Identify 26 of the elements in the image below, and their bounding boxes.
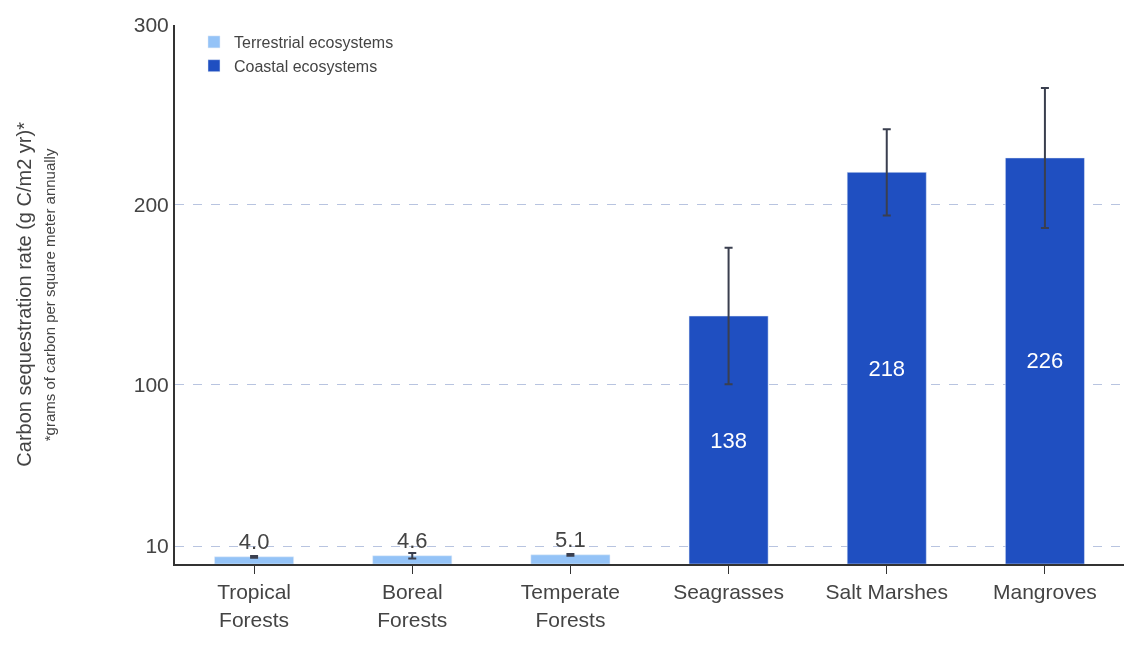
bar bbox=[372, 555, 453, 564]
bar bbox=[846, 172, 927, 564]
y-axis-title: Carbon sequestration rate (g C/m2 yr)* bbox=[12, 121, 35, 467]
x-tick-label: Mangroves bbox=[992, 580, 1097, 604]
y-tick-label: 100 bbox=[133, 372, 169, 396]
data-label: 4.0 bbox=[238, 528, 270, 554]
y-tick-label: 300 bbox=[133, 13, 169, 37]
legend-label: Coastal ecosystems bbox=[233, 57, 378, 75]
x-tick-label: Seagrasses bbox=[673, 580, 785, 604]
legend-label: Terrestrial ecosystems bbox=[233, 34, 394, 52]
x-tick-label: Boreal Forests bbox=[377, 580, 448, 631]
data-label: 5.1 bbox=[555, 526, 586, 552]
data-label: 138 bbox=[710, 427, 747, 453]
bar bbox=[1005, 157, 1085, 564]
y-tick-label: 10 bbox=[145, 534, 169, 558]
bar bbox=[530, 554, 611, 564]
bar bbox=[214, 556, 294, 564]
bar bbox=[688, 315, 769, 564]
text: *grams of carbon per square meter annually bbox=[41, 148, 59, 442]
data-label: 226 bbox=[1026, 348, 1064, 374]
data-label: 4.6 bbox=[396, 527, 428, 553]
x-tick-label: Temperate Forests bbox=[520, 580, 621, 631]
data-label: 218 bbox=[868, 355, 906, 381]
x-tick-label: Salt Marshes bbox=[825, 580, 949, 604]
y-tick-label: 200 bbox=[133, 193, 169, 217]
x-tick-label: Tropical Forests bbox=[217, 580, 292, 631]
